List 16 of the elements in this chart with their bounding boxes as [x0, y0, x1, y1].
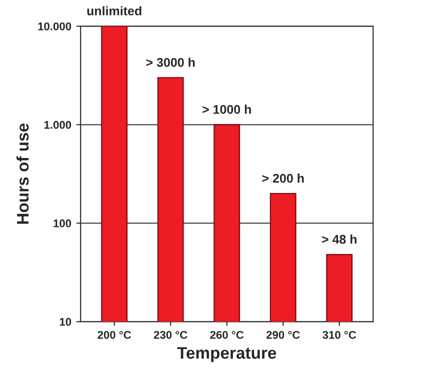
- x-tick-label: 260 °C: [210, 330, 244, 339]
- x-tick-label: 230 °C: [154, 330, 188, 339]
- y-tick-label: 10: [60, 318, 72, 326]
- x-tick-label: 200 °C: [98, 330, 132, 339]
- data-label: > 1000 h: [202, 104, 251, 114]
- data-label: unlimited: [87, 6, 142, 16]
- x-tick-label: 290 °C: [266, 330, 300, 339]
- y-axis-title: Hours of use: [16, 124, 29, 224]
- data-label: > 48 h: [322, 234, 356, 244]
- data-label: > 3000 h: [146, 58, 195, 67]
- data-label: > 200 h: [262, 174, 304, 183]
- y-tick-label: 10.000: [38, 22, 72, 30]
- y-tick-label: 1.000: [44, 120, 72, 129]
- x-axis-title: Temperature: [177, 347, 276, 362]
- y-tick-label: 100: [54, 219, 72, 228]
- x-tick-label: 310 °C: [322, 330, 356, 339]
